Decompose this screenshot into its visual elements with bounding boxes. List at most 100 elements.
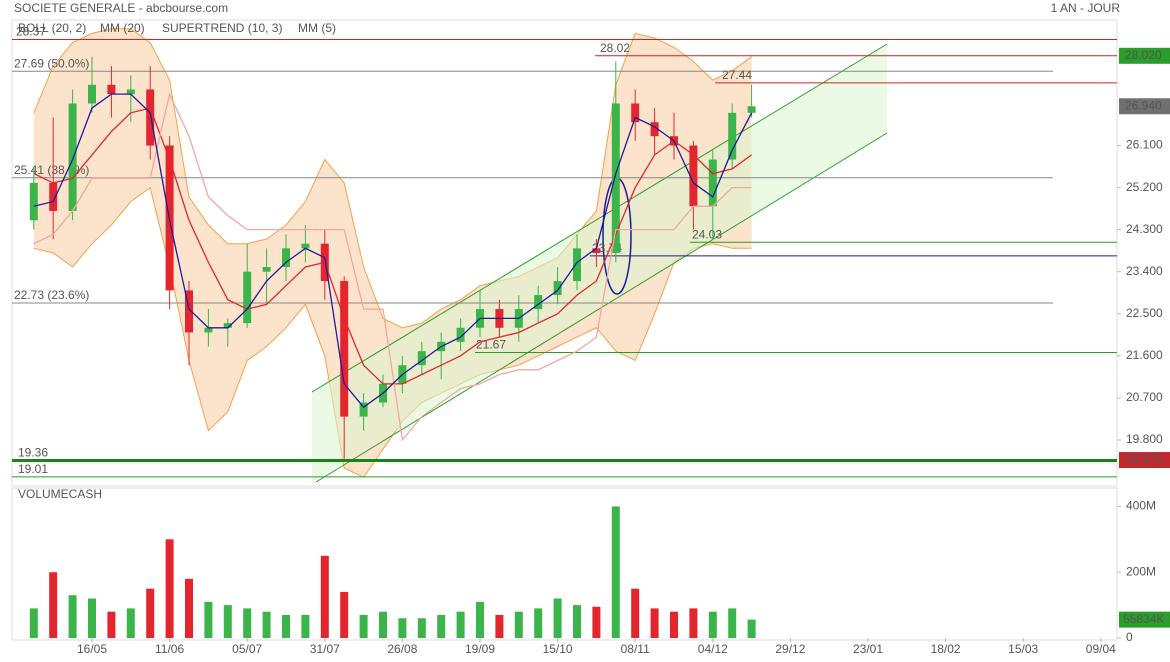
volume-bar	[631, 588, 640, 638]
y-tick-label: 200M	[1126, 564, 1156, 578]
bollinger-area	[33, 28, 752, 478]
legend-entry: MM (20)	[100, 21, 145, 35]
y-tick-label: 19.800	[1126, 432, 1163, 446]
legend-entry: MM (5)	[298, 21, 336, 35]
volume-bar	[126, 608, 135, 638]
candle-body	[631, 103, 640, 123]
candle-body	[650, 122, 659, 137]
price-tag	[1119, 98, 1170, 115]
candle-body	[340, 281, 349, 417]
volume-bar	[670, 611, 678, 638]
level-label: 22.73 (23.6%)	[14, 288, 89, 302]
x-tick-label: 18/02	[931, 642, 961, 656]
x-tick-label: 31/07	[310, 642, 340, 656]
volume-bar	[534, 608, 543, 638]
candle-body	[359, 402, 368, 417]
candle-body	[592, 248, 601, 254]
volume-bar	[262, 611, 271, 638]
price-tag-label: 26.940	[1125, 98, 1162, 112]
volume-bar	[650, 608, 659, 638]
candle-body	[553, 281, 562, 296]
volume-frame	[11, 487, 1118, 641]
volume-bar	[379, 611, 387, 638]
volume-bar	[88, 598, 96, 638]
volume-bar	[68, 595, 77, 638]
volume-bar	[320, 555, 329, 638]
volume-bar	[553, 598, 562, 638]
candle-body	[185, 290, 193, 333]
price-tag	[1119, 452, 1170, 469]
title: SOCIETE GENERALE - abcbourse.com	[14, 1, 228, 15]
candle-body	[747, 106, 756, 113]
candle-body	[301, 243, 310, 249]
candle-body	[611, 103, 620, 254]
candle-body	[262, 267, 271, 272]
x-tick-label: 15/10	[543, 642, 573, 656]
volume-bar	[476, 601, 484, 638]
volume-bar	[185, 578, 193, 638]
volume-bar	[146, 588, 155, 638]
volume-bar	[747, 619, 756, 638]
volume-bar	[592, 606, 601, 638]
level-label: 25.41 (38.2%)	[14, 163, 89, 177]
x-tick-label: 23/01	[853, 642, 883, 656]
level-label: 27.44	[722, 68, 752, 82]
level-label: 28.02	[600, 41, 630, 55]
volume-tag-label: 55834K	[1123, 612, 1164, 626]
channel-top	[311, 43, 888, 393]
x-tick-label: 09/04	[1086, 642, 1116, 656]
x-tick-label: 05/07	[232, 642, 262, 656]
price-tag	[1119, 47, 1170, 64]
price-tag-label: 28.020	[1125, 48, 1162, 62]
trend-channel	[312, 44, 887, 482]
level-label: 24.03	[692, 227, 722, 241]
candle-body	[146, 89, 155, 146]
x-tick-label: 11/06	[155, 642, 184, 656]
volume-bar	[728, 608, 737, 638]
y-tick-label: 400M	[1126, 499, 1156, 513]
volume-bar	[708, 611, 717, 638]
volume-bar	[437, 614, 446, 638]
y-tick-label: 22.500	[1126, 306, 1163, 320]
volume-bar	[301, 614, 310, 638]
x-tick-label: 15/03	[1008, 642, 1038, 656]
volume-bar	[204, 601, 213, 638]
candle-body	[223, 323, 232, 328]
volume-bar	[107, 611, 116, 638]
volume-bar	[495, 614, 504, 638]
candle-body	[417, 351, 426, 366]
volume-bar	[359, 614, 368, 638]
y-tick-label: 0	[1126, 630, 1133, 644]
volume-bar	[29, 608, 38, 638]
candle-body	[456, 327, 465, 342]
y-tick-label: 23.400	[1126, 264, 1163, 278]
x-tick-label: 19/09	[465, 642, 495, 656]
x-tick-label: 29/12	[775, 642, 805, 656]
x-tick-label: 04/12	[698, 642, 728, 656]
volume-bar	[456, 611, 465, 638]
volume-bar	[165, 539, 174, 638]
volume-bar	[49, 572, 58, 638]
volume-bar	[611, 506, 620, 638]
volume-bar	[689, 608, 698, 638]
candle-body	[534, 295, 543, 310]
volume-title: VOLUMECASH	[18, 487, 102, 501]
y-tick-label: 26.100	[1126, 138, 1163, 152]
y-tick-label: 21.600	[1126, 348, 1163, 362]
indicator-line	[33, 92, 752, 442]
candle-body	[689, 145, 698, 207]
candle-body	[708, 159, 717, 207]
level-label: 21.67	[476, 338, 506, 352]
candle-body	[107, 84, 116, 95]
indicator-line	[33, 93, 753, 409]
volume-bar	[514, 611, 523, 638]
volume-bar	[417, 618, 426, 638]
period: 1 AN - JOUR	[1051, 1, 1121, 15]
price-frame	[11, 19, 1118, 487]
candle-body	[29, 182, 38, 221]
level-label: 28.37	[16, 25, 46, 39]
level-label: 19.01	[18, 462, 48, 476]
volume-bar	[340, 591, 349, 638]
y-tick-label: 25.200	[1126, 180, 1163, 194]
